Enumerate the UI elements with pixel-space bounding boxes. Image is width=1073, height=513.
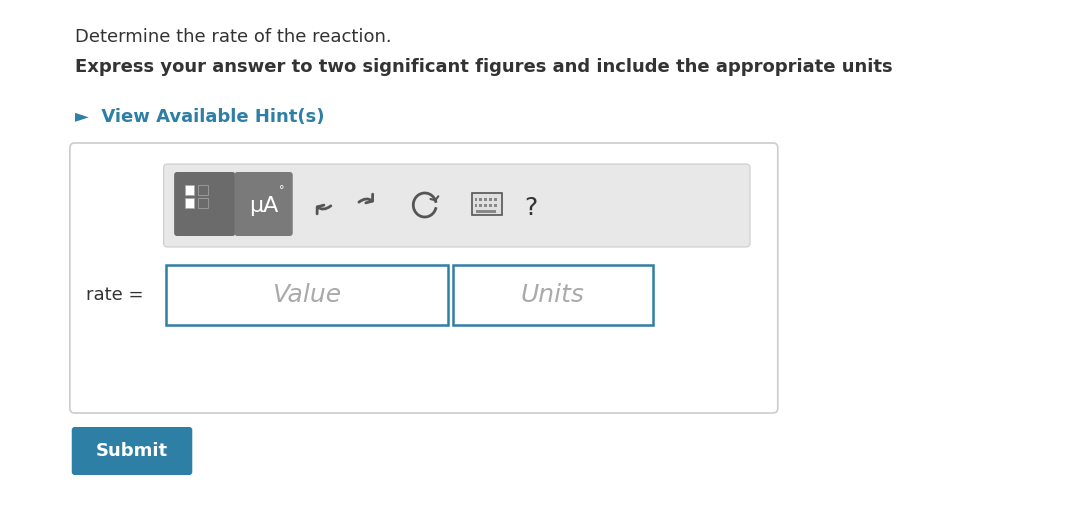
Text: rate =: rate = xyxy=(86,286,144,304)
Bar xyxy=(472,193,502,215)
Bar xyxy=(489,204,491,207)
Text: ►  View Available Hint(s): ► View Available Hint(s) xyxy=(75,108,324,126)
Bar xyxy=(185,198,194,208)
FancyBboxPatch shape xyxy=(70,143,778,413)
Text: μA: μA xyxy=(249,196,278,216)
Text: Submit: Submit xyxy=(95,442,168,460)
Bar xyxy=(494,198,497,201)
Bar xyxy=(474,204,477,207)
Text: Determine the rate of the reaction.: Determine the rate of the reaction. xyxy=(75,28,392,46)
Bar xyxy=(489,198,491,201)
Bar xyxy=(453,265,653,325)
Bar xyxy=(494,204,497,207)
FancyBboxPatch shape xyxy=(72,427,192,475)
Bar xyxy=(476,210,496,213)
Bar xyxy=(185,185,194,195)
Text: Express your answer to two significant figures and include the appropriate units: Express your answer to two significant f… xyxy=(75,58,893,76)
Text: °: ° xyxy=(279,185,285,195)
Bar xyxy=(480,198,482,201)
FancyBboxPatch shape xyxy=(163,164,750,247)
Text: Units: Units xyxy=(521,283,585,307)
Bar xyxy=(199,198,207,208)
Text: ?: ? xyxy=(525,196,538,220)
Bar xyxy=(480,204,482,207)
FancyBboxPatch shape xyxy=(174,172,235,236)
Bar xyxy=(199,185,207,195)
FancyBboxPatch shape xyxy=(234,172,293,236)
Text: Value: Value xyxy=(273,283,341,307)
Bar xyxy=(484,198,487,201)
Bar xyxy=(474,198,477,201)
Bar xyxy=(484,204,487,207)
Bar xyxy=(165,265,447,325)
